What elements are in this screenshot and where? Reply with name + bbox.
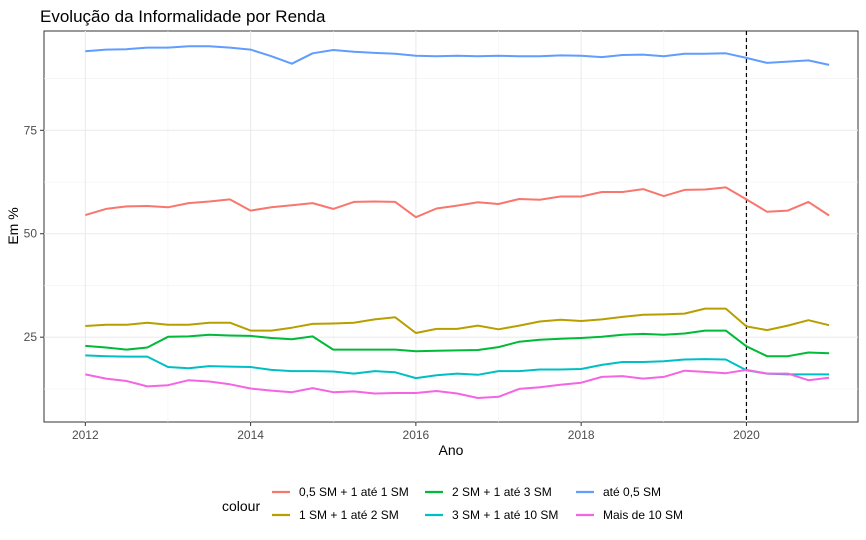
y-tick-label: 50 [24, 227, 38, 241]
y-tick-label: 75 [24, 123, 38, 137]
x-axis-title: Ano [439, 442, 464, 458]
legend-label-2: 2 SM + 1 até 3 SM [452, 485, 552, 499]
series-lines [85, 45, 830, 399]
chart-title: Evolução da Informalidade por Renda [40, 7, 326, 26]
series-line-5 [85, 368, 830, 399]
legend-label-1: 1 SM + 1 até 2 SM [299, 508, 399, 522]
x-tick-label: 2012 [72, 428, 99, 442]
series-line-2 [85, 329, 830, 358]
x-tick-label: 2018 [568, 428, 595, 442]
legend-label-0: 0,5 SM + 1 até 1 SM [299, 485, 409, 499]
x-tick-label: 2016 [403, 428, 430, 442]
y-tick-label: 25 [24, 330, 38, 344]
y-axis-title: Em % [5, 207, 21, 244]
plot-panel [43, 30, 859, 423]
series-line-4 [85, 45, 830, 66]
series-line-3 [85, 354, 830, 380]
series-line-1 [85, 307, 830, 334]
legend-title: colour [222, 498, 260, 514]
legend: colour 0,5 SM + 1 até 1 SM 1 SM + 1 até 2… [222, 485, 683, 522]
legend-label-5: Mais de 10 SM [603, 508, 683, 522]
x-tick-label: 2020 [733, 428, 760, 442]
legend-label-4: até 0,5 SM [603, 485, 661, 499]
y-axis-ticks: 25 50 75 [24, 123, 44, 344]
x-axis-ticks: 2012 2014 2016 2018 2020 [72, 422, 760, 442]
legend-label-3: 3 SM + 1 até 10 SM [452, 508, 558, 522]
x-tick-label: 2014 [237, 428, 264, 442]
series-line-0 [85, 186, 830, 219]
